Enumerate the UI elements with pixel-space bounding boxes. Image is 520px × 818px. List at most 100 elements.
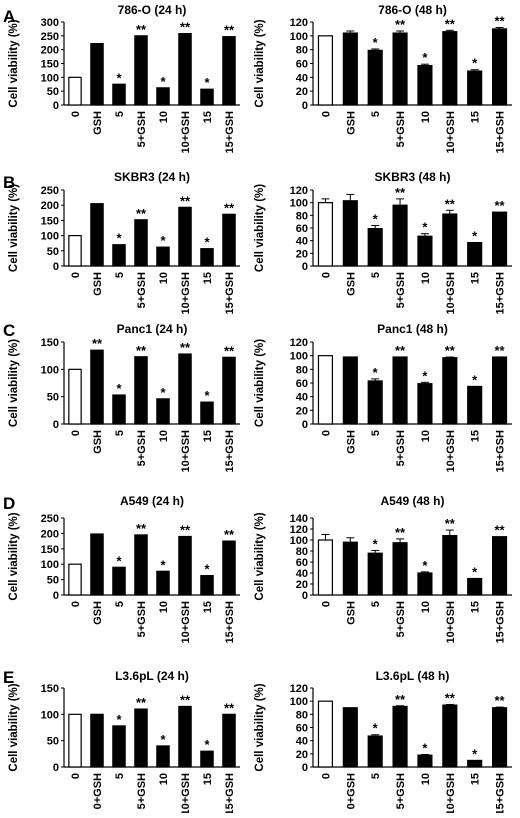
significance-marker: ** bbox=[224, 200, 235, 215]
significance-marker: * bbox=[373, 211, 379, 226]
bar-5+GSH bbox=[392, 356, 408, 425]
y-tick-label: 50 bbox=[47, 86, 59, 98]
bar-15 bbox=[200, 750, 214, 768]
y-axis-label: Cell viability (%) bbox=[254, 512, 266, 600]
x-tick-label: 10 bbox=[420, 111, 432, 123]
y-tick-label: 40 bbox=[296, 72, 308, 84]
significance-marker: ** bbox=[224, 700, 235, 715]
y-tick-label: 50 bbox=[47, 575, 59, 587]
y-tick-label: 0 bbox=[302, 419, 308, 431]
y-tick-label: 40 bbox=[296, 736, 308, 748]
bar-0 bbox=[317, 202, 334, 267]
x-tick-label: GSH bbox=[92, 111, 104, 135]
x-tick-label: 5+GSH bbox=[395, 272, 407, 308]
bar-15+GSH bbox=[491, 356, 508, 425]
bar-5 bbox=[367, 49, 383, 106]
bar-0 bbox=[317, 355, 334, 425]
significance-marker: * bbox=[422, 50, 428, 65]
chart-0: 786-O (24 h)Cell viability (%) 0501001502… bbox=[8, 3, 240, 154]
x-tick-label: 10+GSH bbox=[445, 601, 457, 644]
significance-marker: * bbox=[373, 721, 379, 736]
chart-title: 786-O (48 h) bbox=[378, 3, 447, 17]
y-tick-label: 20 bbox=[296, 86, 308, 98]
bar-5 bbox=[367, 735, 383, 768]
y-tick-label: 80 bbox=[296, 709, 308, 721]
y-tick-label: 80 bbox=[296, 546, 308, 558]
x-tick-label: 15 bbox=[202, 272, 214, 284]
y-tick-label: 80 bbox=[296, 45, 308, 57]
significance-marker: * bbox=[116, 553, 122, 568]
significance-marker: ** bbox=[136, 206, 147, 221]
significance-marker: ** bbox=[495, 343, 506, 358]
y-tick-label: 150 bbox=[41, 683, 59, 695]
bar-5+GSH bbox=[134, 534, 148, 596]
bar-5 bbox=[112, 244, 126, 267]
bar-GSH bbox=[342, 200, 358, 267]
x-tick-label: 0 bbox=[70, 601, 82, 607]
x-tick-label: 0 bbox=[70, 430, 82, 436]
significance-marker: * bbox=[472, 746, 478, 761]
y-tick-label: 120 bbox=[290, 185, 308, 197]
y-tick-label: 0 bbox=[53, 100, 59, 112]
y-tick-label: 150 bbox=[41, 59, 59, 71]
y-axis-label: Cell viability (%) bbox=[8, 512, 20, 600]
significance-marker: * bbox=[204, 75, 210, 90]
panel-letter-a: A bbox=[3, 7, 15, 26]
significance-marker: ** bbox=[445, 343, 456, 358]
bar-5 bbox=[112, 725, 126, 768]
bar-GSH bbox=[90, 349, 104, 425]
x-tick-label: 5+GSH bbox=[136, 272, 148, 308]
bar-0+GSH bbox=[342, 707, 358, 768]
significance-marker: * bbox=[422, 740, 428, 755]
y-tick-label: 20 bbox=[296, 405, 308, 417]
x-tick-label: 15+GSH bbox=[495, 111, 507, 154]
bar-0 bbox=[68, 235, 82, 267]
bar-15+GSH bbox=[491, 707, 508, 768]
y-tick-label: 100 bbox=[41, 709, 59, 721]
y-tick-label: 60 bbox=[296, 723, 308, 735]
significance-marker: ** bbox=[180, 20, 191, 35]
bar-0 bbox=[317, 35, 334, 106]
bar-15 bbox=[200, 248, 214, 267]
x-tick-label: 5 bbox=[114, 272, 126, 278]
y-tick-label: 300 bbox=[41, 17, 59, 29]
x-tick-label: 5+GSH bbox=[395, 773, 407, 809]
chart-4: Panc1 (24 h) Cell viability (%) 0 50 100 150 0… bbox=[8, 322, 240, 473]
x-tick-label: 5+GSH bbox=[136, 111, 148, 147]
y-tick-label: 120 bbox=[290, 17, 308, 29]
significance-marker: ** bbox=[136, 695, 147, 710]
significance-marker: ** bbox=[495, 523, 506, 538]
bar-10 bbox=[417, 572, 433, 596]
x-tick-label: 10+GSH bbox=[180, 272, 192, 315]
x-tick-label: GSH bbox=[345, 601, 357, 625]
bar-10+GSH bbox=[442, 704, 458, 768]
y-axis-label: Cell viability (%) bbox=[8, 683, 20, 771]
bar-10 bbox=[417, 754, 433, 768]
bar-10+GSH bbox=[178, 33, 192, 106]
y-tick-label: 80 bbox=[296, 364, 308, 376]
y-tick-label: 80 bbox=[296, 210, 308, 222]
x-tick-label: 0 bbox=[320, 773, 332, 779]
x-tick-label: GSH bbox=[345, 111, 357, 135]
significance-marker: * bbox=[422, 220, 428, 235]
y-tick-label: 0 bbox=[302, 100, 308, 112]
x-tick-label: 5 bbox=[114, 773, 126, 779]
x-tick-label: 15+GSH bbox=[224, 111, 236, 154]
y-tick-label: 200 bbox=[41, 45, 59, 57]
y-tick-label: 50 bbox=[47, 246, 59, 258]
y-tick-label: 0 bbox=[53, 419, 59, 431]
significance-marker: ** bbox=[180, 692, 191, 707]
bar-15+GSH bbox=[222, 713, 236, 768]
bar-5+GSH bbox=[392, 204, 408, 267]
x-tick-label: 10 bbox=[158, 272, 170, 284]
bar-5 bbox=[367, 380, 383, 425]
bar-5+GSH bbox=[134, 219, 148, 267]
y-tick-label: 150 bbox=[41, 337, 59, 349]
significance-marker: ** bbox=[136, 343, 147, 358]
bar-15+GSH bbox=[222, 540, 236, 596]
panel-letter-c: C bbox=[3, 321, 15, 340]
x-tick-label: 10+GSH bbox=[180, 111, 192, 154]
significance-marker: ** bbox=[445, 516, 456, 531]
